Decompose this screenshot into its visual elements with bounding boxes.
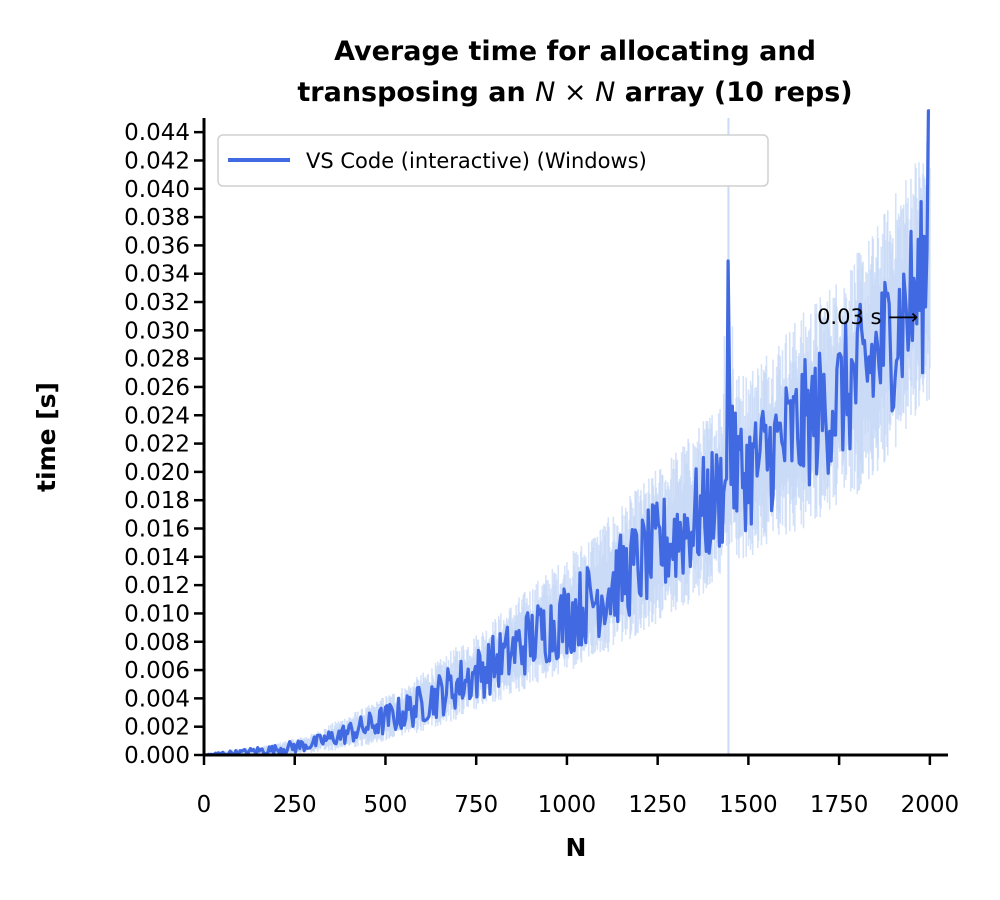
chart-title-line2-post: array (10 reps) bbox=[615, 77, 852, 108]
x-tick-label: 1750 bbox=[810, 792, 869, 818]
y-tick-label: 0.042 bbox=[124, 148, 190, 174]
y-axis-label: time [s] bbox=[32, 382, 61, 492]
x-tick-label: 1000 bbox=[538, 792, 597, 818]
y-tick-label: 0.016 bbox=[124, 517, 190, 543]
y-tick-label: 0.036 bbox=[124, 233, 190, 259]
legend: VS Code (interactive) (Windows) bbox=[217, 134, 769, 187]
legend-label: VS Code (interactive) (Windows) bbox=[306, 149, 647, 173]
y-tick-label: 0.018 bbox=[124, 488, 190, 514]
y-tick-label: 0.020 bbox=[124, 460, 190, 486]
y-tick-label: 0.034 bbox=[124, 262, 190, 288]
x-tick-label: 0 bbox=[197, 792, 212, 818]
x-tick-label: 500 bbox=[364, 792, 408, 818]
y-tick-label: 0.040 bbox=[124, 177, 190, 203]
band-layer bbox=[204, 118, 931, 755]
y-tick-label: 0.032 bbox=[124, 290, 190, 316]
y-tick-label: 0.004 bbox=[124, 686, 190, 712]
x-tick-label: 1250 bbox=[628, 792, 687, 818]
y-tick-label: 0.026 bbox=[124, 375, 190, 401]
annotation-label: 0.03 s ⟶ bbox=[817, 305, 918, 329]
x-axis-label: N bbox=[566, 833, 587, 862]
y-tick-label: 0.022 bbox=[124, 432, 190, 458]
y-tick-label: 0.000 bbox=[124, 743, 190, 769]
y-tick-label: 0.006 bbox=[124, 658, 190, 684]
y-tick-label: 0.008 bbox=[124, 630, 190, 656]
x-tick-label: 250 bbox=[273, 792, 317, 818]
y-tick-label: 0.030 bbox=[124, 318, 190, 344]
x-tick-label: 2000 bbox=[901, 792, 960, 818]
chart-title-line1: Average time for allocating and bbox=[334, 36, 816, 67]
chart-title-math: N × N bbox=[535, 77, 615, 108]
y-tick-label: 0.038 bbox=[124, 205, 190, 231]
series-line bbox=[205, 109, 930, 757]
legend-box bbox=[217, 134, 769, 187]
x-tick-label: 1500 bbox=[719, 792, 778, 818]
y-tick-label: 0.028 bbox=[124, 347, 190, 373]
chart-title-line2-pre: transposing an bbox=[297, 77, 535, 108]
y-tick-label: 0.010 bbox=[124, 601, 190, 627]
y-tick-label: 0.024 bbox=[124, 403, 190, 429]
x-ticks: 0 250 500 750 1000 1250 1500 1750 2000 bbox=[197, 755, 959, 818]
x-tick-label: 750 bbox=[454, 792, 498, 818]
y-tick-label: 0.014 bbox=[124, 545, 190, 571]
y-tick-label: 0.002 bbox=[124, 715, 190, 741]
y-tick-label: 0.044 bbox=[124, 120, 190, 146]
line-layer bbox=[205, 109, 930, 757]
chart-title-line2: transposing an N × N array (10 reps) bbox=[297, 77, 852, 108]
y-tick-label: 0.012 bbox=[124, 573, 190, 599]
